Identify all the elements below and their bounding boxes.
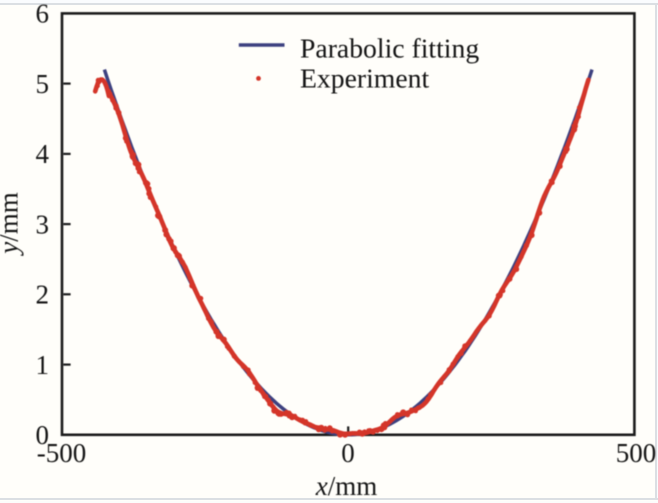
svg-text:3: 3 <box>36 209 50 239</box>
svg-text:Parabolic fitting: Parabolic fitting <box>300 33 479 64</box>
svg-text:Experiment: Experiment <box>300 63 429 94</box>
svg-text:0: 0 <box>36 420 50 450</box>
svg-text:0: 0 <box>341 438 355 468</box>
svg-text:5: 5 <box>36 69 50 99</box>
svg-text:4: 4 <box>36 139 50 169</box>
svg-text:2: 2 <box>36 280 50 310</box>
svg-text:x/mm: x/mm <box>315 471 378 501</box>
svg-text:6: 6 <box>36 0 50 29</box>
svg-text:500: 500 <box>616 438 657 468</box>
svg-text:y/mm: y/mm <box>0 192 24 257</box>
svg-text:-500: -500 <box>37 438 87 468</box>
svg-text:1: 1 <box>36 350 50 380</box>
